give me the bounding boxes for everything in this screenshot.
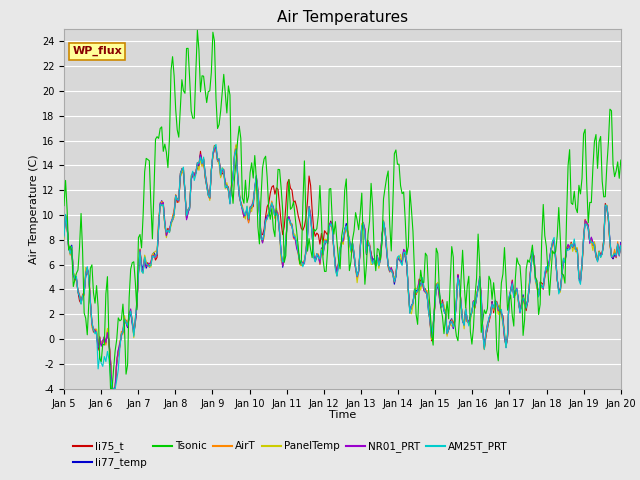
Text: WP_flux: WP_flux bbox=[72, 46, 122, 56]
X-axis label: Time: Time bbox=[329, 410, 356, 420]
Title: Air Temperatures: Air Temperatures bbox=[277, 10, 408, 25]
Y-axis label: Air Temperature (C): Air Temperature (C) bbox=[29, 154, 39, 264]
Legend: li75_t, li77_temp, Tsonic, AirT, PanelTemp, NR01_PRT, AM25T_PRT: li75_t, li77_temp, Tsonic, AirT, PanelTe… bbox=[69, 437, 512, 473]
